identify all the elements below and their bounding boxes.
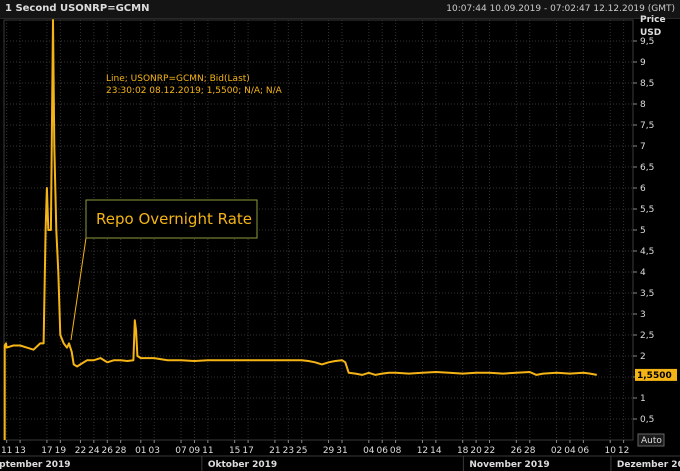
y-tick-label: 6,5 xyxy=(640,163,654,173)
month-label: Dezember 2019 xyxy=(617,460,680,470)
y-tick-label: 9 xyxy=(640,58,646,68)
x-tick-label: 18 xyxy=(457,446,469,456)
x-tick-label: 13 xyxy=(14,446,25,456)
x-tick-label: 28 xyxy=(115,446,127,456)
x-tick-label: 12 xyxy=(618,446,629,456)
x-tick-label: 12 xyxy=(417,446,428,456)
x-tick-label: 29 xyxy=(323,446,335,456)
y-tick-label: 4 xyxy=(640,268,646,278)
x-tick-label: 22 xyxy=(484,446,495,456)
y-tick-label: 1 xyxy=(640,394,646,404)
annotation-label: Repo Overnight Rate xyxy=(96,210,252,228)
x-tick-label: 11 xyxy=(1,446,12,456)
y-tick-label: 3 xyxy=(640,310,646,320)
annotation-leader-line xyxy=(70,237,87,341)
annotation-box xyxy=(85,199,258,239)
auto-button[interactable]: Auto xyxy=(637,433,665,447)
x-tick-label: 28 xyxy=(524,446,536,456)
x-tick-label: 04 xyxy=(564,446,576,456)
annotation[interactable]: Repo Overnight Rate xyxy=(70,199,258,341)
x-tick-label: 04 xyxy=(363,446,375,456)
x-tick-label: 14 xyxy=(430,446,442,456)
x-tick-label: 10 xyxy=(604,446,616,456)
x-tick-label: 25 xyxy=(296,446,307,456)
y-tick-label: 5 xyxy=(640,226,646,236)
x-tick-label: 11 xyxy=(202,446,213,456)
y-tick-label: 2,5 xyxy=(640,331,654,341)
y-tick-label: 3,5 xyxy=(640,289,654,299)
x-tick-label: 26 xyxy=(102,446,114,456)
month-label: September 2019 xyxy=(0,460,71,470)
x-tick-label: 08 xyxy=(390,446,402,456)
x-tick-label: 20 xyxy=(470,446,482,456)
last-value-label: 1,5500 xyxy=(637,371,672,381)
series-layer xyxy=(3,19,597,440)
y-unit-price: Price xyxy=(640,15,666,25)
auto-button-label[interactable]: Auto xyxy=(641,436,662,446)
x-tick-label: 15 xyxy=(229,446,240,456)
y-tick-label: 5,5 xyxy=(640,205,654,215)
last-value-marker: 1,5500 xyxy=(635,368,677,381)
x-tick-label: 22 xyxy=(75,446,86,456)
month-label: November 2019 xyxy=(469,460,549,470)
x-tick-label: 23 xyxy=(283,446,294,456)
legend-series: Line; USONRP=GCMN; Bid(Last) xyxy=(106,74,250,84)
x-tick-label: 26 xyxy=(511,446,523,456)
x-axis: 11 13 17 19 22 24 26 28 01 03 07 09 11 15 17 21 23 25 29 31… xyxy=(0,440,680,471)
y-tick-label: 0,5 xyxy=(640,415,654,425)
auto-button-box[interactable] xyxy=(637,433,665,447)
month-label: Oktober 2019 xyxy=(208,460,277,470)
title-bar: 1 Second USONRP=GCMN 10:07:44 10.09.2019… xyxy=(0,0,680,19)
y-unit-usd: USD xyxy=(640,28,661,38)
x-tick-label: 24 xyxy=(88,446,100,456)
y-tick-label: 4,5 xyxy=(640,247,654,257)
y-tick-label: 7 xyxy=(640,142,646,152)
y-tick-label: 2 xyxy=(640,352,646,362)
x-tick-label: 21 xyxy=(269,446,280,456)
x-tick-label: 03 xyxy=(148,446,159,456)
x-tick-label: 19 xyxy=(55,446,67,456)
legend-values: 23:30:02 08.12.2019; 1,5500; N/A; N/A xyxy=(106,86,283,96)
x-tick-label: 06 xyxy=(578,446,590,456)
x-tick-label: 02 xyxy=(551,446,562,456)
y-tick-label: 8 xyxy=(640,100,646,110)
x-tick-label: 09 xyxy=(189,446,201,456)
chart-title: 1 Second USONRP=GCMN xyxy=(5,3,150,14)
x-tick-label: 07 xyxy=(175,446,186,456)
time-range: 10:07:44 10.09.2019 - 07:02:47 12.12.201… xyxy=(446,4,675,14)
series-line xyxy=(3,19,597,440)
y-tick-label: 9,5 xyxy=(640,37,654,47)
x-tick-label: 17 xyxy=(242,446,253,456)
x-tick-label: 01 xyxy=(135,446,146,456)
y-tick-label: 8,5 xyxy=(640,79,654,89)
x-tick-label: 31 xyxy=(336,446,347,456)
y-tick-label: 7,5 xyxy=(640,121,654,131)
x-tick-label: 06 xyxy=(376,446,388,456)
y-tick-label: 6 xyxy=(640,184,646,194)
x-tick-label: 17 xyxy=(41,446,52,456)
last-value-box xyxy=(635,368,677,381)
y-axis: 0,511,522,533,544,555,566,577,588,599,5 xyxy=(633,37,654,425)
